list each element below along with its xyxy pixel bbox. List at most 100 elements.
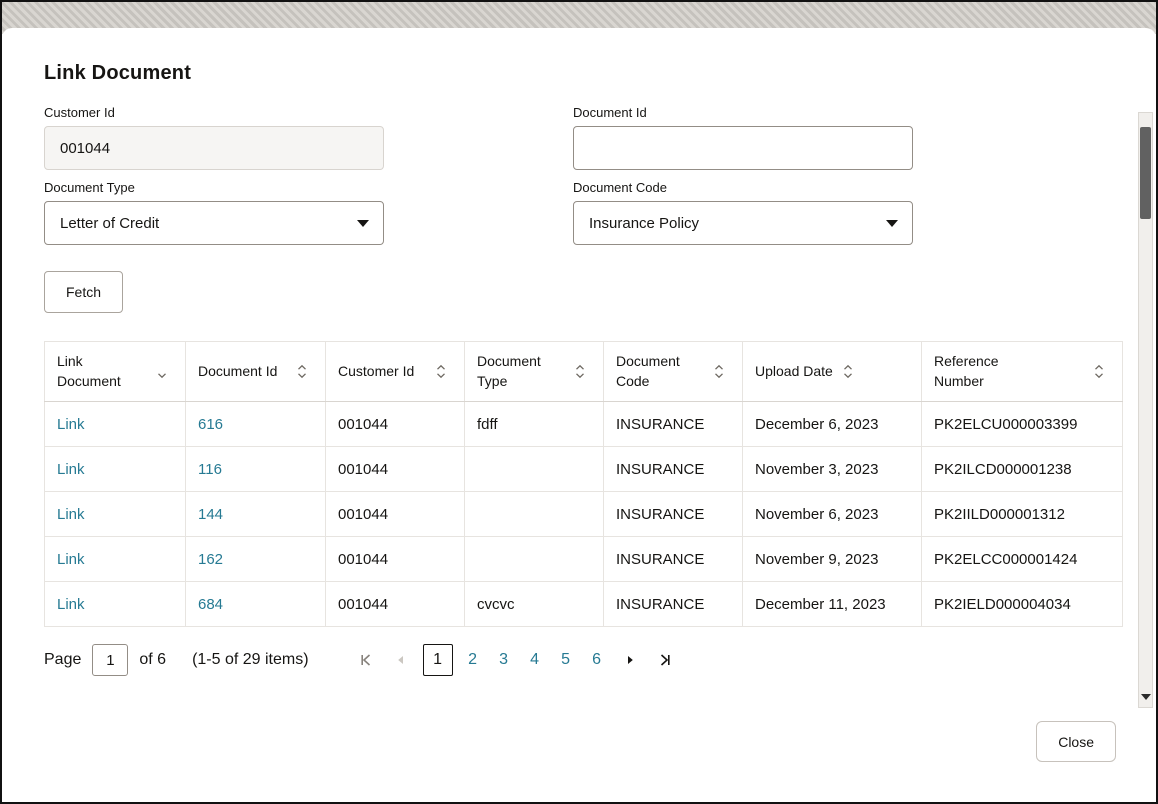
next-page-icon[interactable] bbox=[617, 647, 643, 673]
sort-icon[interactable] bbox=[1094, 364, 1110, 379]
sort-icon[interactable] bbox=[157, 364, 173, 379]
table-cell bbox=[464, 536, 604, 582]
sort-icon[interactable] bbox=[297, 364, 313, 379]
link-document-action[interactable]: Link bbox=[57, 460, 85, 478]
documents-table: Link Document Document Id Customer Id Do… bbox=[44, 341, 1123, 627]
customer-id-label: Customer Id bbox=[44, 105, 115, 120]
table-cell: 001044 bbox=[325, 536, 465, 582]
pagination-controls: 1 2 3 4 5 6 bbox=[353, 644, 678, 676]
table-cell: INSURANCE bbox=[603, 536, 743, 582]
document-id-link[interactable]: 616 bbox=[198, 415, 224, 433]
document-id-link[interactable]: 684 bbox=[198, 595, 224, 613]
last-page-icon[interactable] bbox=[652, 647, 678, 673]
vertical-scrollbar[interactable] bbox=[1138, 112, 1153, 708]
items-count-label: (1-5 of 29 items) bbox=[192, 651, 309, 668]
column-header-reference-number[interactable]: Reference Number bbox=[921, 341, 1123, 402]
page-number-2[interactable]: 2 bbox=[468, 651, 477, 668]
document-code-field: Document Code Insurance Policy bbox=[573, 180, 913, 245]
table-cell bbox=[464, 446, 604, 492]
page-number-3[interactable]: 3 bbox=[499, 651, 508, 668]
table-cell: PK2ELCU000003399 bbox=[921, 401, 1123, 447]
scrollbar-down-arrow[interactable] bbox=[1139, 689, 1152, 705]
link-document-action[interactable]: Link bbox=[57, 415, 85, 433]
table-cell: November 9, 2023 bbox=[742, 536, 922, 582]
link-document-action[interactable]: Link bbox=[57, 505, 85, 523]
column-header-document-code[interactable]: Document Code bbox=[603, 341, 743, 402]
document-id-link[interactable]: 144 bbox=[198, 505, 224, 523]
first-page-icon[interactable] bbox=[353, 647, 379, 673]
table-header-row: Link Document Document Id Customer Id Do… bbox=[44, 341, 1123, 402]
column-header-link-document[interactable]: Link Document bbox=[44, 341, 186, 402]
fetch-button[interactable]: Fetch bbox=[44, 271, 124, 313]
table-cell: December 6, 2023 bbox=[742, 401, 922, 447]
page-number-5[interactable]: 5 bbox=[561, 651, 570, 668]
table-cell: Link bbox=[44, 536, 186, 582]
table-cell: 144 bbox=[185, 491, 326, 537]
column-label: Document Type bbox=[477, 352, 541, 389]
document-type-label: Document Type bbox=[44, 180, 135, 195]
table-cell: 116 bbox=[185, 446, 326, 492]
document-code-label: Document Code bbox=[573, 180, 667, 195]
table-cell: 616 bbox=[185, 401, 326, 447]
document-type-select[interactable]: Letter of Credit bbox=[44, 201, 384, 245]
table-cell: INSURANCE bbox=[603, 581, 743, 627]
sort-icon[interactable] bbox=[575, 364, 591, 379]
document-id-label: Document Id bbox=[573, 105, 647, 120]
document-code-value: Insurance Policy bbox=[589, 214, 700, 232]
column-label: Reference Number bbox=[934, 352, 999, 389]
link-document-action[interactable]: Link bbox=[57, 595, 85, 613]
previous-page-icon[interactable] bbox=[388, 647, 414, 673]
document-id-link[interactable]: 116 bbox=[198, 460, 222, 478]
chevron-down-icon bbox=[357, 219, 369, 227]
table-cell: 162 bbox=[185, 536, 326, 582]
sort-icon[interactable] bbox=[843, 364, 859, 379]
document-type-field: Document Type Letter of Credit bbox=[44, 180, 384, 245]
table-row: Link 616 001044 fdff INSURANCE December … bbox=[44, 401, 1123, 447]
column-header-document-type[interactable]: Document Type bbox=[464, 341, 604, 402]
table-cell: PK2IILD000001312 bbox=[921, 491, 1123, 537]
table-row: Link 162 001044 INSURANCE November 9, 20… bbox=[44, 536, 1123, 582]
pagination-bar: Page of 6 (1-5 of 29 items) 1 2 3 4 5 6 bbox=[44, 641, 1120, 679]
table-cell: 001044 bbox=[325, 491, 465, 537]
table-cell: 001044 bbox=[325, 581, 465, 627]
table-cell: November 3, 2023 bbox=[742, 446, 922, 492]
table-cell: 684 bbox=[185, 581, 326, 627]
document-type-value: Letter of Credit bbox=[60, 214, 160, 232]
table-cell: Link bbox=[44, 581, 186, 627]
customer-id-field: Customer Id bbox=[44, 105, 384, 170]
page-number-4[interactable]: 4 bbox=[530, 651, 539, 668]
document-code-select[interactable]: Insurance Policy bbox=[573, 201, 913, 245]
column-header-customer-id[interactable]: Customer Id bbox=[325, 341, 465, 402]
modal-title: Link Document bbox=[44, 62, 192, 84]
page-number-6[interactable]: 6 bbox=[592, 651, 601, 668]
page-number-1[interactable]: 1 bbox=[422, 644, 453, 676]
table-cell: fdff bbox=[464, 401, 604, 447]
table-cell: PK2ELCC000001424 bbox=[921, 536, 1123, 582]
chevron-down-icon bbox=[886, 219, 898, 227]
document-id-link[interactable]: 162 bbox=[198, 550, 224, 568]
column-label: Upload Date bbox=[755, 362, 833, 379]
table-row: Link 684 001044 cvcvc INSURANCE December… bbox=[44, 581, 1123, 627]
table-cell: PK2ILCD000001238 bbox=[921, 446, 1123, 492]
customer-id-input[interactable] bbox=[44, 126, 384, 170]
close-button[interactable]: Close bbox=[1036, 721, 1116, 762]
table-row: Link 116 001044 INSURANCE November 3, 20… bbox=[44, 446, 1123, 492]
table-cell: Link bbox=[44, 446, 186, 492]
link-document-action[interactable]: Link bbox=[57, 550, 85, 568]
column-header-upload-date[interactable]: Upload Date bbox=[742, 341, 922, 402]
page-input[interactable] bbox=[92, 644, 129, 676]
column-label: Customer Id bbox=[338, 362, 415, 379]
sort-icon[interactable] bbox=[714, 364, 730, 379]
column-header-document-id[interactable]: Document Id bbox=[185, 341, 326, 402]
table-cell: November 6, 2023 bbox=[742, 491, 922, 537]
table-cell: INSURANCE bbox=[603, 491, 743, 537]
table-row: Link 144 001044 INSURANCE November 6, 20… bbox=[44, 491, 1123, 537]
search-form: Customer Id Document Id Document Type Le… bbox=[44, 105, 1120, 245]
column-label: Link Document bbox=[57, 352, 121, 389]
document-id-input[interactable] bbox=[573, 126, 913, 170]
scrollbar-thumb[interactable] bbox=[1140, 127, 1151, 219]
table-cell: Link bbox=[44, 401, 186, 447]
table-cell: INSURANCE bbox=[603, 401, 743, 447]
sort-icon[interactable] bbox=[436, 364, 452, 379]
